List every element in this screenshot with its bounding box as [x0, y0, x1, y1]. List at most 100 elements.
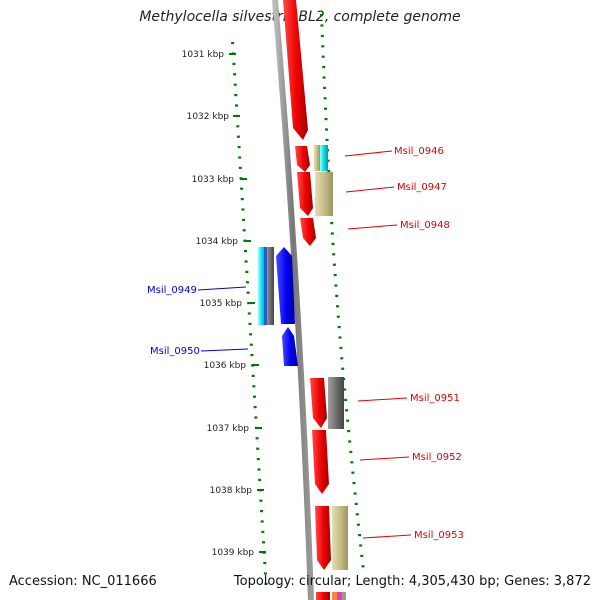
ruler-dot: [237, 146, 241, 149]
ruler-dot: [324, 118, 328, 121]
ruler-dot: [322, 66, 326, 69]
khaki-feature-0953: [332, 506, 348, 570]
ruler-dot: [321, 55, 325, 58]
ruler-dot: [238, 156, 242, 159]
ruler-dot: [252, 385, 256, 388]
ruler-dot: [336, 315, 340, 318]
gene-feature-msil-0953[interactable]: [315, 506, 331, 570]
gene-label-msil-0948[interactable]: Msil_0948: [400, 220, 450, 231]
ruler-dot: [256, 458, 260, 461]
ruler-dot: [320, 24, 324, 27]
ruler-dot: [359, 544, 363, 547]
gene-feature-bottom[interactable]: [316, 592, 330, 600]
ruler-dot: [332, 263, 336, 266]
ruler-dot: [321, 45, 325, 48]
gene-label-msil-0953[interactable]: Msil_0953: [414, 530, 464, 541]
leader-line-msil-0947: [345, 186, 395, 193]
ruler-dot: [341, 367, 345, 370]
ruler-dot: [343, 388, 347, 391]
ruler-dot: [236, 135, 240, 138]
gray-feature-0951: [328, 377, 344, 429]
ruler-dot: [257, 468, 261, 471]
gene-label-msil-0950[interactable]: Msil_0950: [150, 346, 200, 357]
ruler-dot: [253, 395, 256, 398]
ruler-dot: [233, 73, 237, 76]
ruler-dot: [235, 104, 238, 107]
ruler-dot: [352, 482, 356, 485]
ruler-dot: [325, 128, 328, 131]
leader-line-msil-0953: [362, 534, 412, 539]
gene-feature-msil-0950[interactable]: [282, 327, 298, 366]
feature-bottom-orange: [332, 592, 337, 600]
leader-line-msil-0948: [347, 224, 398, 230]
ruler-dot: [248, 322, 252, 325]
ruler-dot: [331, 242, 335, 245]
ruler-dot: [236, 125, 240, 128]
ruler-dot: [238, 166, 242, 169]
ruler-dot: [347, 430, 351, 433]
cyan-feature-0946: [320, 145, 328, 171]
ruler-label: 1034 kbp: [196, 237, 239, 247]
gene-label-msil-0946[interactable]: Msil_0946: [394, 146, 444, 157]
ruler-dot: [256, 447, 260, 450]
ruler-dot: [240, 187, 244, 190]
ruler-dot: [326, 159, 330, 162]
khaki-feature-0947: [315, 172, 333, 216]
ruler-label: 1033 kbp: [192, 175, 235, 185]
ruler-dot: [249, 333, 253, 336]
ruler-dot: [340, 357, 344, 360]
ruler-dot: [263, 572, 267, 575]
ruler-dot: [338, 336, 342, 339]
ruler: 1031 kbp 1032 kbp 1033 kbp 1034 kbp 1035…: [182, 50, 266, 558]
ruler-dot: [346, 419, 350, 422]
ruler-dot: [324, 107, 327, 110]
leader-line-msil-0949: [197, 286, 247, 291]
ruler-dot: [259, 499, 263, 502]
gene-feature-msil-0949[interactable]: [276, 247, 295, 324]
khaki-feature-0946: [314, 145, 320, 171]
ruler-dot: [245, 270, 249, 273]
ruler-dot: [240, 198, 244, 201]
gene-feature-msil-0948[interactable]: [300, 218, 316, 246]
ruler-dot: [253, 406, 257, 409]
ruler-dot: [320, 34, 324, 37]
ruler-dot: [246, 291, 250, 294]
ruler-dot: [336, 305, 339, 308]
leader-line-msil-0950: [200, 348, 249, 352]
ruler-dot: [334, 284, 338, 287]
ruler-dot: [255, 437, 259, 440]
leader-line-msil-0951: [357, 397, 408, 402]
ruler-dot: [349, 450, 353, 453]
gene-label-msil-0951[interactable]: Msil_0951: [410, 393, 460, 404]
ruler-dot: [322, 76, 326, 79]
gene-label-msil-0952[interactable]: Msil_0952: [412, 452, 462, 463]
gray-feature-0949: [266, 247, 274, 325]
ruler-dot: [249, 343, 253, 346]
gene-feature-top[interactable]: [283, 0, 308, 140]
ruler-dot: [332, 253, 336, 256]
ruler-dot: [325, 138, 329, 141]
ruler-dot: [242, 229, 246, 232]
ruler-dot: [327, 170, 331, 173]
ruler-dot: [323, 86, 327, 89]
ruler-label: 1036 kbp: [204, 361, 247, 371]
ruler-dot: [356, 523, 360, 526]
ruler-dot: [360, 554, 364, 557]
ruler-dot: [263, 562, 267, 565]
ruler-dot: [231, 42, 235, 45]
gene-label-msil-0949[interactable]: Msil_0949: [147, 285, 197, 296]
ruler-dot: [339, 346, 343, 349]
ruler-dot: [330, 232, 334, 235]
gene-feature-msil-0951[interactable]: [310, 378, 327, 428]
ruler-dot: [250, 354, 254, 357]
gene-feature-msil-0946[interactable]: [295, 146, 310, 172]
ruler-dot: [242, 218, 246, 221]
ruler-dot: [355, 513, 359, 516]
gene-feature-msil-0947[interactable]: [297, 172, 313, 216]
feature-bottom-pink: [337, 592, 342, 600]
ruler-dot: [351, 471, 355, 474]
gene-feature-msil-0952[interactable]: [312, 430, 329, 494]
ruler-dot: [245, 281, 249, 284]
gene-label-msil-0947[interactable]: Msil_0947: [397, 182, 447, 193]
